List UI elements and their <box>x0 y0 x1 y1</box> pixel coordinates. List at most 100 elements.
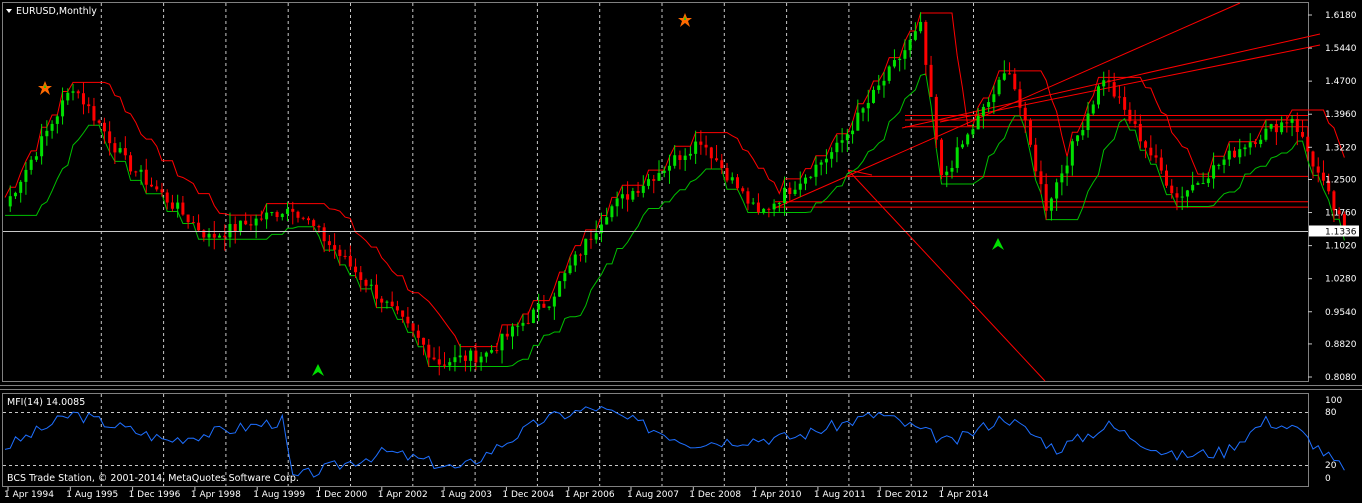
candle-body <box>636 190 640 193</box>
candle-body <box>1023 107 1027 121</box>
resistance-stop-line <box>4 12 1345 348</box>
time-label: 1 Dec 2000 <box>316 490 368 500</box>
time-axis[interactable]: 1 Apr 1994 1 Aug 1995 1 Dec 1996 1 Apr 1998… <box>4 487 989 500</box>
candle-body <box>908 39 912 51</box>
candle-body <box>987 102 991 107</box>
candle-body <box>1227 150 1231 160</box>
price-tick-label: 0.9540 <box>1325 308 1357 318</box>
candle-body <box>772 203 776 210</box>
candle-body <box>1290 118 1294 123</box>
candle-body <box>531 309 535 324</box>
candle-body <box>223 235 227 238</box>
candle-body <box>19 181 23 193</box>
candle-body <box>647 179 651 186</box>
candle-body <box>437 359 441 365</box>
candle-body <box>589 238 593 240</box>
time-label: 1 Dec 1996 <box>129 490 181 500</box>
candle-body <box>814 164 818 177</box>
candle-body <box>845 134 849 141</box>
candle-body <box>97 120 101 123</box>
candle-body <box>474 350 478 363</box>
candle-body <box>1076 135 1080 142</box>
time-label: 1 Aug 1999 <box>253 490 305 500</box>
mfi-levels <box>3 412 1308 466</box>
mfi-level-0-label: 0 <box>1325 474 1331 484</box>
trend-lines[interactable] <box>774 2 1321 382</box>
candle-body <box>1170 185 1174 194</box>
candle-body <box>1159 157 1163 171</box>
price-tick-label: 1.3960 <box>1325 110 1357 120</box>
candle-body <box>1060 173 1064 183</box>
candle-body <box>1259 139 1263 145</box>
mfi-label: MFI(14) 14.0085 <box>7 397 85 408</box>
candle-body <box>526 322 530 324</box>
candle-body <box>422 337 426 345</box>
candle-body <box>511 326 515 337</box>
candle-body <box>605 217 609 225</box>
candle-body <box>432 357 436 360</box>
candle-body <box>1327 180 1331 192</box>
candle-body <box>364 279 368 286</box>
candle-body <box>354 266 358 273</box>
candle-body <box>516 325 520 327</box>
candle-body <box>934 96 938 140</box>
mfi-scale: 100 80 20 0 <box>1325 396 1342 484</box>
candle-body <box>1123 97 1127 110</box>
candle-body <box>563 273 567 282</box>
candle-body <box>521 322 525 326</box>
candle-body <box>903 50 907 59</box>
candle-body <box>620 194 624 199</box>
candle-body <box>453 357 457 363</box>
price-scale[interactable]: 1.6180 1.5440 1.4700 1.3960 1.3220 1.2500 1.17… <box>1308 11 1357 383</box>
candle-body <box>484 352 488 357</box>
candle-body <box>176 202 180 209</box>
candle-body <box>882 80 886 86</box>
candle-body <box>1055 182 1059 199</box>
time-label: 1 Dec 2012 <box>876 490 928 500</box>
candle-body <box>929 64 933 97</box>
candle-body <box>631 190 635 200</box>
candle-body <box>537 303 541 310</box>
candle-body <box>741 188 745 192</box>
price-tick-label: 1.1020 <box>1325 242 1357 252</box>
candle-body <box>395 306 399 311</box>
candle-body <box>803 177 807 184</box>
candle-body <box>76 91 80 94</box>
candle-body <box>8 196 12 207</box>
candle-body <box>108 131 112 144</box>
chart-title: EURUSD,Monthly <box>16 6 97 17</box>
candle-body <box>61 100 65 117</box>
candle-body <box>134 171 138 173</box>
candle-body <box>1002 73 1006 80</box>
candle-body <box>1217 164 1221 166</box>
candle-body <box>1128 109 1132 122</box>
candle-body <box>259 218 263 220</box>
star-marker-icon <box>38 81 52 95</box>
candle-body <box>427 344 431 358</box>
trend-line-upper-b <box>939 44 1321 123</box>
candle-body <box>369 284 373 286</box>
candle-body <box>960 144 964 148</box>
candle-body <box>212 233 216 238</box>
time-label: 1 Apr 2010 <box>752 490 802 500</box>
mfi-level-20-label: 20 <box>1325 461 1337 471</box>
triangle-down-icon[interactable] <box>6 9 12 13</box>
candle-body <box>641 185 645 193</box>
candle-body <box>50 123 54 131</box>
candle-body <box>751 202 755 204</box>
candle-body <box>720 160 724 169</box>
candle-body <box>1280 122 1284 133</box>
candle-body <box>678 155 682 161</box>
candle-body <box>87 104 91 107</box>
candle-body <box>228 224 232 238</box>
candle-body <box>275 212 279 218</box>
candle-body <box>824 158 828 163</box>
candle-body <box>1175 193 1179 198</box>
mfi-line <box>4 405 1345 478</box>
candle-body <box>416 330 420 338</box>
candle-body <box>129 155 133 172</box>
candle-body <box>71 91 75 93</box>
horizontal-levels[interactable] <box>775 115 1308 208</box>
candle-body <box>1144 141 1148 148</box>
